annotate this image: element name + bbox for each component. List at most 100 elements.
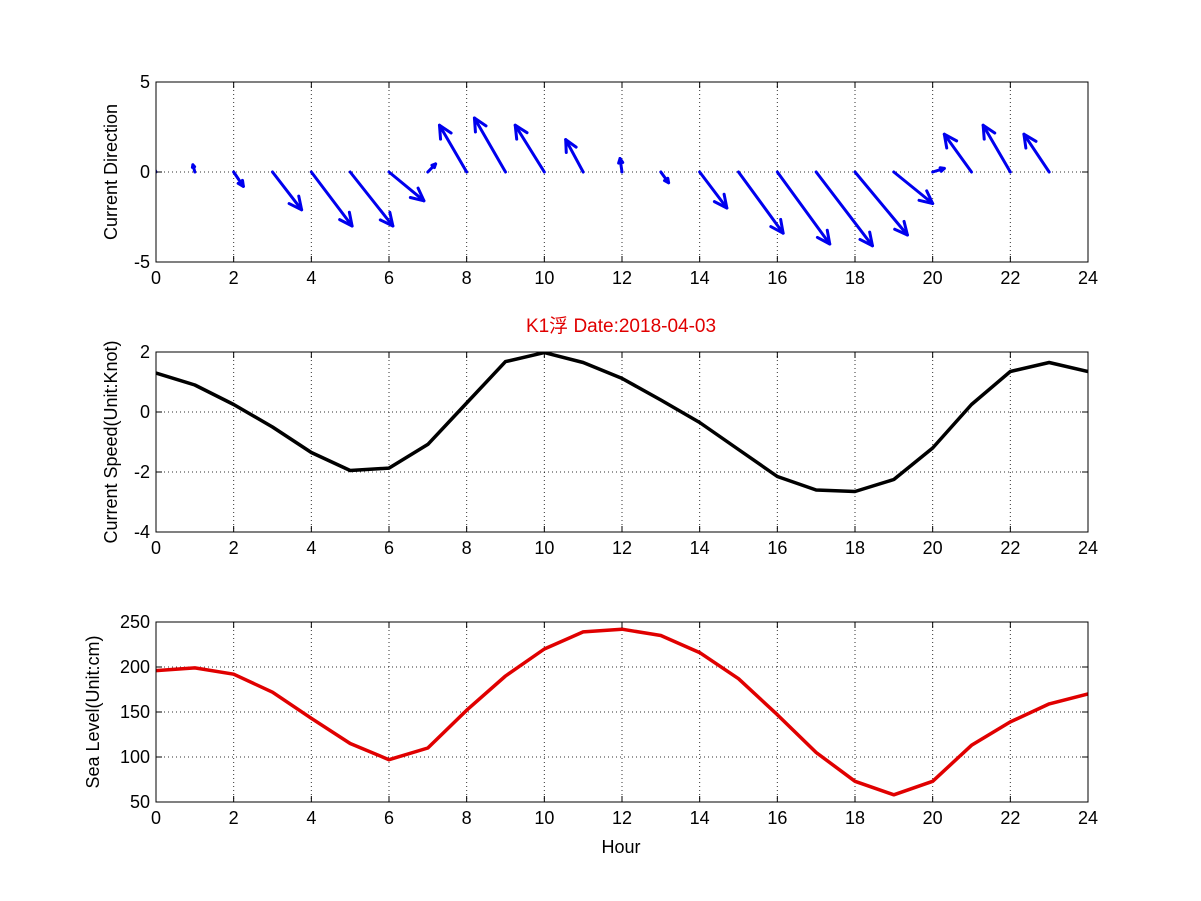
current-vector-head — [769, 217, 785, 235]
speed-data-point — [504, 360, 507, 363]
sea-level-y-tick-label: 150 — [120, 702, 150, 722]
speed-y-tick-label: -2 — [134, 462, 150, 482]
direction-y-tick-label: -5 — [134, 252, 150, 272]
speed-data-point — [698, 421, 701, 424]
current-vector-arrow — [853, 170, 909, 237]
current-vector-arrow — [617, 157, 625, 174]
direction-x-tick-label: 16 — [767, 268, 787, 288]
current-vector-head — [938, 166, 946, 173]
current-vector-arrow — [564, 138, 585, 174]
current-vector-shaft — [775, 170, 832, 246]
sea-level-data-point — [931, 780, 934, 783]
current-vector-head — [190, 163, 197, 169]
sea-level-data-point — [232, 673, 235, 676]
current-vector-shaft — [437, 123, 469, 174]
direction-x-tick-label: 24 — [1078, 268, 1098, 288]
speed-data-point — [970, 403, 973, 406]
current-vector-head — [236, 178, 245, 188]
speed-x-tick-label: 8 — [462, 538, 472, 558]
speed-data-point — [659, 398, 663, 402]
sea-level-data-point — [698, 651, 701, 654]
sea-level-x-tick-label: 20 — [923, 808, 943, 828]
speed-data-point — [853, 490, 857, 493]
current-vector-head — [287, 194, 304, 212]
current-vector-head — [663, 176, 671, 185]
current-vector-head — [1022, 132, 1038, 150]
current-vector-arrow — [271, 170, 304, 212]
speed-data-point — [426, 443, 430, 446]
sea-level-data-point — [737, 677, 740, 680]
speed-x-tick-label: 18 — [845, 538, 865, 558]
sea-level-data-point — [581, 630, 585, 634]
sea-level-y-tick-label: 200 — [120, 657, 150, 677]
current-vector-shaft — [981, 123, 1012, 174]
speed-x-tick-label: 4 — [306, 538, 316, 558]
current-vector-arrow — [1022, 132, 1051, 174]
sea-level-data-point — [465, 709, 468, 712]
speed-x-tick-label: 22 — [1000, 538, 1020, 558]
current-vector-arrow — [931, 166, 946, 174]
speed-x-tick-label: 14 — [690, 538, 710, 558]
current-vector-head — [472, 116, 488, 134]
current-vector-shaft — [564, 138, 585, 174]
current-vector-shaft — [814, 170, 874, 248]
direction-ylabel: Current Direction — [101, 104, 121, 240]
sea-level-y-tick-label: 100 — [120, 747, 150, 767]
direction-x-tick-label: 8 — [462, 268, 472, 288]
current-vector-arrow — [814, 170, 874, 248]
current-vector-arrow — [472, 116, 507, 174]
direction-x-tick-label: 14 — [690, 268, 710, 288]
speed-y-tick-label: 0 — [140, 402, 150, 422]
speed-data-point — [193, 383, 197, 387]
current-vector-head — [942, 132, 959, 150]
speed-data-point — [581, 361, 585, 364]
sea-level-data-point — [193, 666, 197, 670]
sea-level-data-point — [814, 751, 818, 754]
speed-data-point — [348, 469, 352, 472]
speed-y-tick-label: 2 — [140, 342, 150, 362]
speed-x-tick-label: 0 — [151, 538, 161, 558]
speed-x-tick-label: 2 — [229, 538, 239, 558]
sea-level-x-tick-label: 2 — [229, 808, 239, 828]
speed-data-point — [465, 401, 468, 405]
speed-grid — [156, 352, 1088, 532]
current-vector-head — [893, 219, 909, 237]
speed-data-point — [1047, 361, 1051, 364]
current-vector-shaft — [309, 170, 354, 228]
direction-y-tick-label: 5 — [140, 72, 150, 92]
direction-x-tick-label: 2 — [229, 268, 239, 288]
sea-level-x-tick-label: 10 — [534, 808, 554, 828]
direction-x-tick-label: 4 — [306, 268, 316, 288]
sea-level-y-tick-label: 50 — [130, 792, 150, 812]
speed-series-line — [156, 352, 1088, 494]
sea-level-data-point — [659, 634, 663, 637]
current-vector-head — [144, 147, 152, 157]
speed-data-point — [737, 448, 740, 451]
speed-data-point — [892, 478, 896, 481]
current-vector-shaft — [737, 170, 785, 235]
current-vector-arrow — [437, 123, 469, 174]
speed-x-tick-label: 12 — [612, 538, 632, 558]
current-vector-head — [408, 186, 426, 203]
direction-x-tick-label: 6 — [384, 268, 394, 288]
speed-data-point — [776, 475, 779, 478]
sea-level-x-tick-label: 4 — [306, 808, 316, 828]
speed-y-tick-label: -4 — [134, 522, 150, 542]
current-vector-arrow — [737, 170, 785, 235]
sea-level-data-point — [970, 744, 973, 747]
current-vector-shaft — [348, 170, 395, 228]
current-vector-head — [378, 210, 395, 228]
current-vector-head — [430, 162, 438, 170]
sea-level-xlabel: Hour — [601, 837, 640, 857]
current-vector-arrow — [513, 123, 546, 174]
speed-x-tick-label: 6 — [384, 538, 394, 558]
sea-level-data-point — [426, 746, 430, 750]
sea-level-data-point — [543, 647, 546, 651]
current-vector-head — [917, 189, 935, 205]
current-vector-head — [338, 210, 354, 228]
current-vector-shaft — [698, 170, 729, 210]
